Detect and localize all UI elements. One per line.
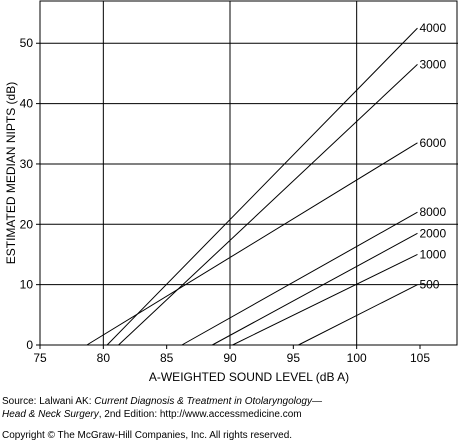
y-tick-label: 40: [20, 97, 34, 111]
x-tick-label: 100: [347, 351, 367, 365]
x-tick-label: 75: [33, 351, 47, 365]
y-tick-label: 10: [20, 278, 34, 292]
source-suffix: , 2nd Edition: http://www.accessmedicine…: [98, 409, 302, 420]
series-line-2000: [212, 232, 418, 346]
source-line-2: Head & Neck Surgery, 2nd Edition: http:/…: [2, 409, 302, 421]
series-label-8000: 8000: [419, 205, 446, 219]
source-prefix: Source: Lalwani AK:: [2, 396, 95, 407]
x-tick-label: 80: [97, 351, 111, 365]
series-line-500: [298, 284, 418, 346]
x-tick-label: 90: [223, 351, 237, 365]
series-lines: [86, 27, 418, 346]
x-tick-label: 85: [160, 351, 174, 365]
copyright-line: Copyright © The McGraw-Hill Companies, I…: [2, 430, 293, 441]
y-tick-label: 20: [20, 217, 34, 231]
series-label-1000: 1000: [419, 247, 446, 261]
source-line: Source: Lalwani AK: Current Diagnosis & …: [2, 396, 322, 408]
tick-labels: 75 80 85 90 95 100 105 0 10 20 30 40 50: [20, 36, 431, 365]
y-tick-label: 30: [20, 157, 34, 171]
source-title-part2: Head & Neck Surgery: [2, 409, 99, 420]
y-tick-label: 50: [20, 36, 34, 50]
series-labels: 4000 3000 6000 8000 2000 1000 500: [419, 21, 446, 291]
x-tick-label: 95: [287, 351, 301, 365]
series-line-8000: [181, 211, 418, 346]
x-axis-label: A-WEIGHTED SOUND LEVEL (dB A): [149, 370, 349, 384]
series-label-4000: 4000: [419, 21, 446, 35]
y-axis-label: ESTIMATED MEDIAN NIPTS (dB): [4, 82, 18, 264]
grid-lines: [40, 1, 458, 345]
y-tick-label: 0: [26, 338, 33, 352]
source-title-part1: Current Diagnosis & Treatment in Otolary…: [94, 396, 322, 407]
series-line-3000: [118, 64, 418, 346]
series-line-1000: [232, 254, 418, 346]
nipts-chart: 75 80 85 90 95 100 105 0 10 20 30 40 50 4000 3000 6000…: [4, 0, 458, 384]
series-line-6000: [86, 142, 418, 346]
series-line-4000: [106, 27, 418, 346]
plot-frame: [39, 0, 458, 346]
series-label-2000: 2000: [419, 226, 446, 240]
series-label-6000: 6000: [419, 136, 446, 150]
series-label-3000: 3000: [419, 57, 446, 71]
x-tick-label: 105: [410, 351, 430, 365]
series-label-500: 500: [419, 278, 439, 292]
